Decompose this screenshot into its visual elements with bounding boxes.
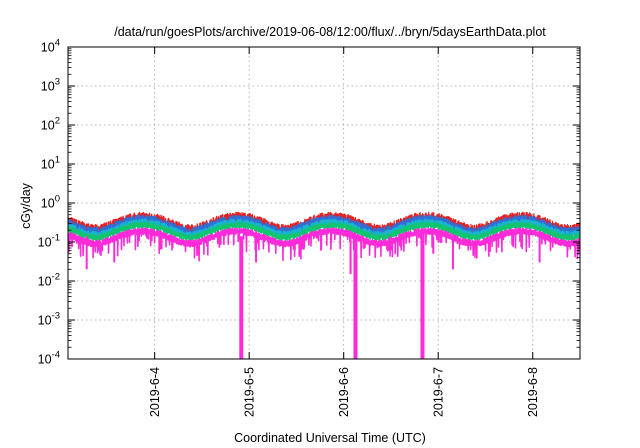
x-tick-label: 2019-6-5 [243,367,257,417]
x-axis-label: Coordinated Universal Time (UTC) [234,431,426,445]
y-tick-label: 10-2 [38,272,60,289]
dropout-spike [239,236,243,359]
x-tick-label: 2019-6-7 [432,367,446,417]
x-tick-label: 2019-6-4 [148,367,162,417]
dropout-spike [354,236,358,359]
y-tick-label: 10-4 [38,350,60,367]
y-tick-label: 103 [41,77,60,94]
dropout-spike [452,236,454,269]
y-axis-ticks: 10-4 10-3 10-2 10-1 100 101 102 103 104 [38,38,580,367]
y-axis-label: cGy/day [19,182,33,229]
grid-lines [68,47,580,359]
series-line [68,228,580,260]
y-tick-label: 10-3 [38,311,60,328]
y-tick-label: 101 [41,155,60,172]
y-tick-label: 102 [41,116,60,133]
dropout-spike [255,236,257,262]
dropout-spike [86,236,88,269]
y-tick-label: 100 [41,194,60,211]
dropout-spike [420,236,424,359]
x-tick-label: 2019-6-6 [337,367,351,417]
dropout-spike [432,236,434,253]
y-tick-label: 104 [41,38,60,55]
dropout-spike [539,236,541,262]
dropout-spike [113,236,115,262]
chart-title: /data/run/goesPlots/archive/2019-06-08/1… [114,25,546,39]
data-series [68,212,580,359]
dropout-spike [389,236,391,250]
dropout-spike [350,236,352,274]
x-tick-label: 2019-6-8 [526,367,540,417]
y-tick-label: 10-1 [38,233,60,250]
